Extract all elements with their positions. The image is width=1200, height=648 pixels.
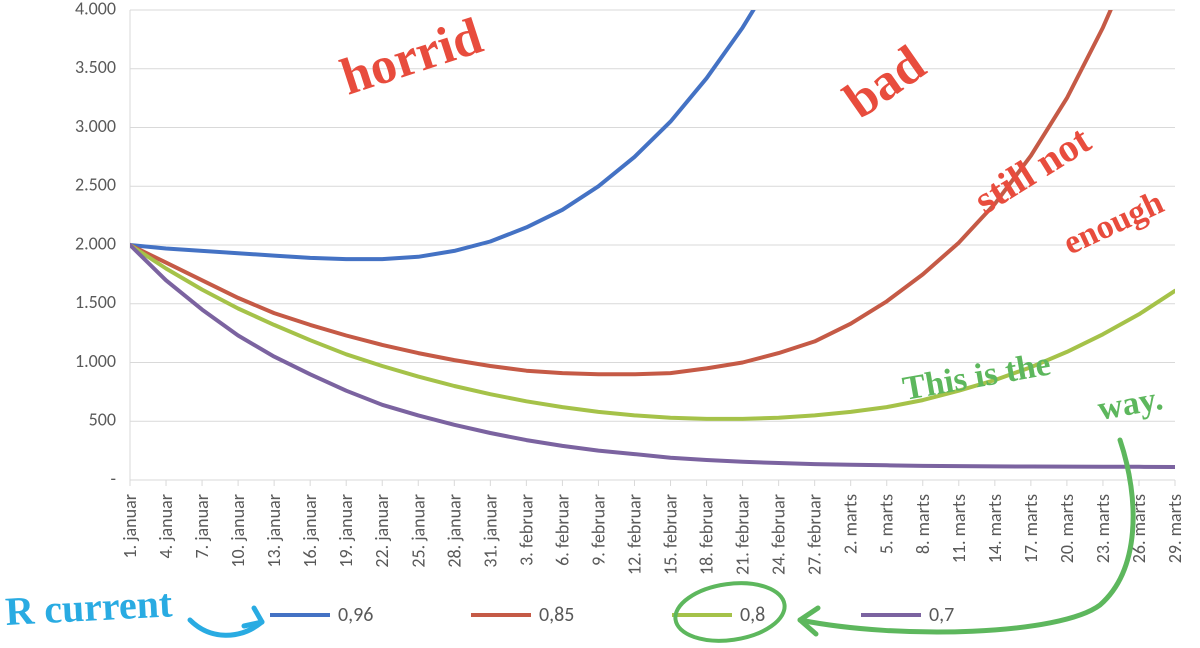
x-tick-label: 29. marts (1164, 494, 1186, 563)
x-tick-label: 2. marts (840, 494, 862, 554)
legend-label-0,7: 0,7 (929, 603, 954, 627)
x-tick-label: 24. februar (768, 494, 790, 575)
x-tick-label: 1. januar (119, 494, 141, 558)
x-tick-label: 8. marts (912, 494, 934, 554)
y-tick-label: 1.000 (75, 350, 116, 372)
x-tick-label: 20. marts (1056, 494, 1078, 563)
x-tick-label: 23. marts (1092, 494, 1114, 563)
y-tick-label: 4.000 (75, 0, 116, 19)
x-tick-label: 3. februar (515, 494, 537, 566)
y-tick-label: 2.500 (75, 174, 116, 196)
annotation-circle (672, 577, 789, 648)
x-tick-label: 21. februar (732, 494, 754, 575)
x-tick-label: 14. marts (984, 494, 1006, 563)
x-tick-label: 10. januar (227, 494, 249, 568)
x-tick-label: 19. januar (335, 494, 357, 568)
y-tick-label: 1.500 (75, 291, 116, 313)
legend-label-0,8: 0,8 (740, 603, 765, 627)
series-group (130, 0, 1175, 467)
x-tick-label: 13. januar (263, 494, 285, 568)
x-tick-label: 25. januar (407, 494, 429, 568)
y-tick-label: 3.000 (75, 115, 116, 137)
y-tick-label: - (110, 467, 116, 489)
annotation-r_current: R current (4, 580, 174, 634)
x-tick-label: 12. februar (623, 494, 645, 575)
x-tick-label: 6. februar (551, 494, 573, 566)
annotation-way: way. (1095, 380, 1166, 428)
series-line-0,96 (130, 0, 1175, 259)
x-tick-label: 22. januar (371, 494, 393, 568)
x-tick-label: 16. januar (299, 494, 321, 568)
x-tick-label: 7. januar (191, 494, 213, 558)
y-tick-label: 3.500 (75, 56, 116, 78)
annotation-this_is_the: This is the (900, 346, 1053, 408)
series-line-0,8 (130, 245, 1175, 419)
legend-label-0,96: 0,96 (338, 603, 373, 627)
x-tick-label: 28. januar (443, 494, 465, 568)
annotation-horrid: horrid (334, 8, 489, 107)
annotation-arrowhead-blue (244, 608, 262, 626)
x-tick-label: 5. marts (876, 494, 898, 554)
x-tick-label: 4. januar (155, 494, 177, 558)
legend-label-0,85: 0,85 (539, 603, 574, 627)
annotation-still_not: still not (966, 116, 1099, 222)
x-tick-label: 27. februar (804, 494, 826, 575)
annotation-enough: enough (1058, 184, 1170, 262)
annotation-bad: bad (834, 35, 935, 130)
y-tick-label: 500 (89, 409, 116, 431)
x-tick-label: 18. februar (696, 494, 718, 575)
y-tick-label: 2.000 (75, 232, 116, 254)
x-tick-label: 17. marts (1020, 494, 1042, 563)
x-tick-label: 31. januar (479, 494, 501, 568)
x-tick-label: 9. februar (587, 494, 609, 566)
x-tick-label: 15. februar (660, 494, 682, 575)
x-tick-label: 11. marts (948, 494, 970, 563)
